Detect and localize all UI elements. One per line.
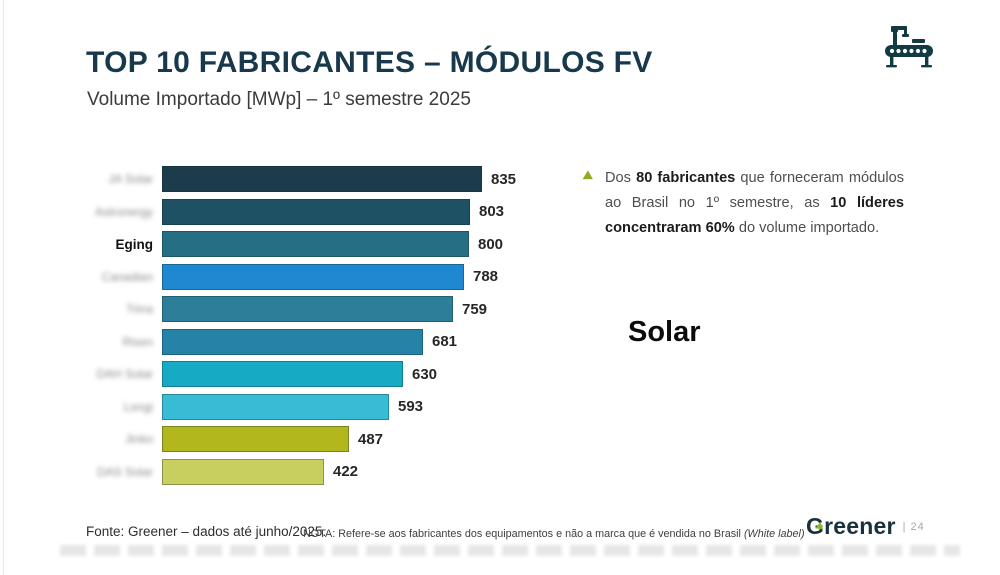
bar-category-label: Longi [123,399,153,414]
bar-value-label: 835 [491,170,517,188]
bar-value-label: 803 [479,203,505,220]
page-title: TOP 10 FABRICANTES – MÓDULOS FV [86,46,653,79]
bar-value-label: 759 [462,300,488,318]
note-segment: do volume importado. [734,220,880,236]
page-subtitle: Volume Importado [MWp] – 1º semestre 202… [87,89,471,110]
bar-value-label: 681 [432,333,458,350]
note-segment: 10 líderes concentraram 60% [605,195,905,236]
bar-category-label: JA Solar [108,172,153,186]
note-block: Dos 80 fabricantes que forneceram módulo… [578,166,904,241]
footnote-text: NOTA: Refere-se aos fabricantes dos equi… [303,528,805,540]
brand-logo-text: Greener [806,513,896,539]
bar-row: Trina 759 [85,296,516,322]
bar [162,426,349,452]
bar-value-label: 593 [398,398,424,415]
bar-row: Risen 681 [85,328,516,355]
bar-row: Eging 800 [85,231,516,257]
bar-category-label: DAS Solar [96,464,153,479]
bar-row: Longi 593 [85,393,516,420]
bar-row: Canadian 788 [85,263,516,290]
overlay-solar-text: Solar [628,316,701,348]
bar [162,263,464,290]
bar [162,361,403,387]
page-number: | 24 [902,520,925,533]
bar-category-label: DAH Solar [96,367,153,381]
source-text: Fonte: Greener – dados até junho/2025. [86,524,327,539]
bar [162,166,482,192]
bar-row: Jinko 487 [85,426,516,452]
bar-row: Astronergy 803 [85,198,516,225]
bar [162,328,423,355]
bar-value-label: 487 [358,430,384,448]
green-arrow-bullet-icon [580,170,593,184]
bar [162,198,470,225]
factory-conveyor-icon [885,26,933,68]
bar-category-label: Canadian [101,269,153,284]
bar [162,458,324,485]
slide-edge-line [3,0,4,575]
bar-row: JA Solar 835 [85,166,516,192]
bar-category-label: Eging [115,236,154,252]
bar [162,231,469,257]
bar-value-label: 788 [473,268,499,285]
brand-green-arrow-icon [813,522,824,532]
bar-value-label: 422 [333,463,359,480]
bar-category-label: Trina [126,302,153,316]
ghost-text-strip [60,545,960,556]
bar-row: DAS Solar 422 [85,458,516,485]
footnote-italic: (White label) [743,528,805,540]
note-segment: Dos [605,170,637,186]
bar [162,296,453,322]
footnote-body: Refere-se aos fabricantes dos equipament… [335,528,744,540]
bar-value-label: 630 [412,365,438,383]
note-segment: que forneceram módulos ao Brasil no 1º s… [605,170,905,211]
note-segment: 80 fabricantes [636,170,736,186]
bar-chart: JA Solar 835 Astronergy 803 Eging 800 Canadian… [85,166,516,491]
brand-logo: Greener | 24 [806,513,925,540]
bar-value-label: 800 [478,235,504,253]
note-text: Dos 80 fabricantes que forneceram módulo… [605,166,904,241]
bar-chart-rows: JA Solar 835 Astronergy 803 Eging 800 Canadian… [85,166,516,485]
bar-row: DAH Solar 630 [85,361,516,387]
footnote-label: NOTA: [303,528,336,540]
bar-category-label: Risen [122,334,153,349]
bar-category-label: Jinko [124,432,153,446]
bar [162,393,389,420]
bar-category-label: Astronergy [94,204,153,219]
